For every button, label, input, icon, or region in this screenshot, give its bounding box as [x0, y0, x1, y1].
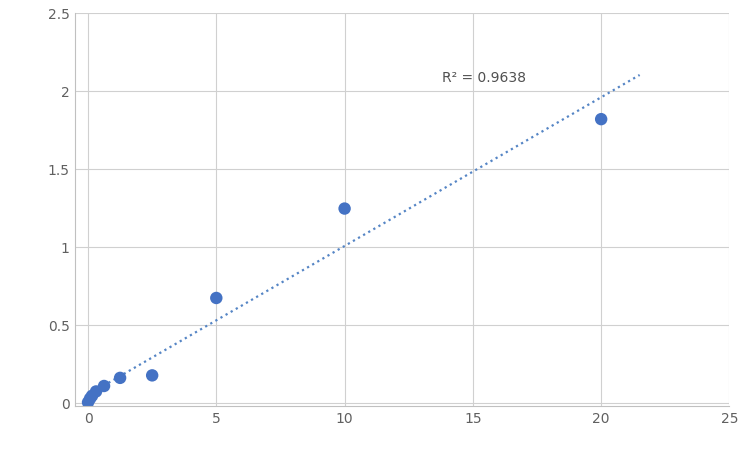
Point	[338, 206, 350, 213]
Point	[146, 372, 158, 379]
Point	[84, 395, 96, 402]
Point	[211, 295, 223, 302]
Text: R² = 0.9638: R² = 0.9638	[442, 71, 526, 85]
Point	[114, 374, 126, 382]
Point	[82, 399, 94, 406]
Point	[86, 392, 98, 400]
Point	[595, 116, 607, 124]
Point	[98, 382, 110, 390]
Point	[90, 388, 102, 395]
